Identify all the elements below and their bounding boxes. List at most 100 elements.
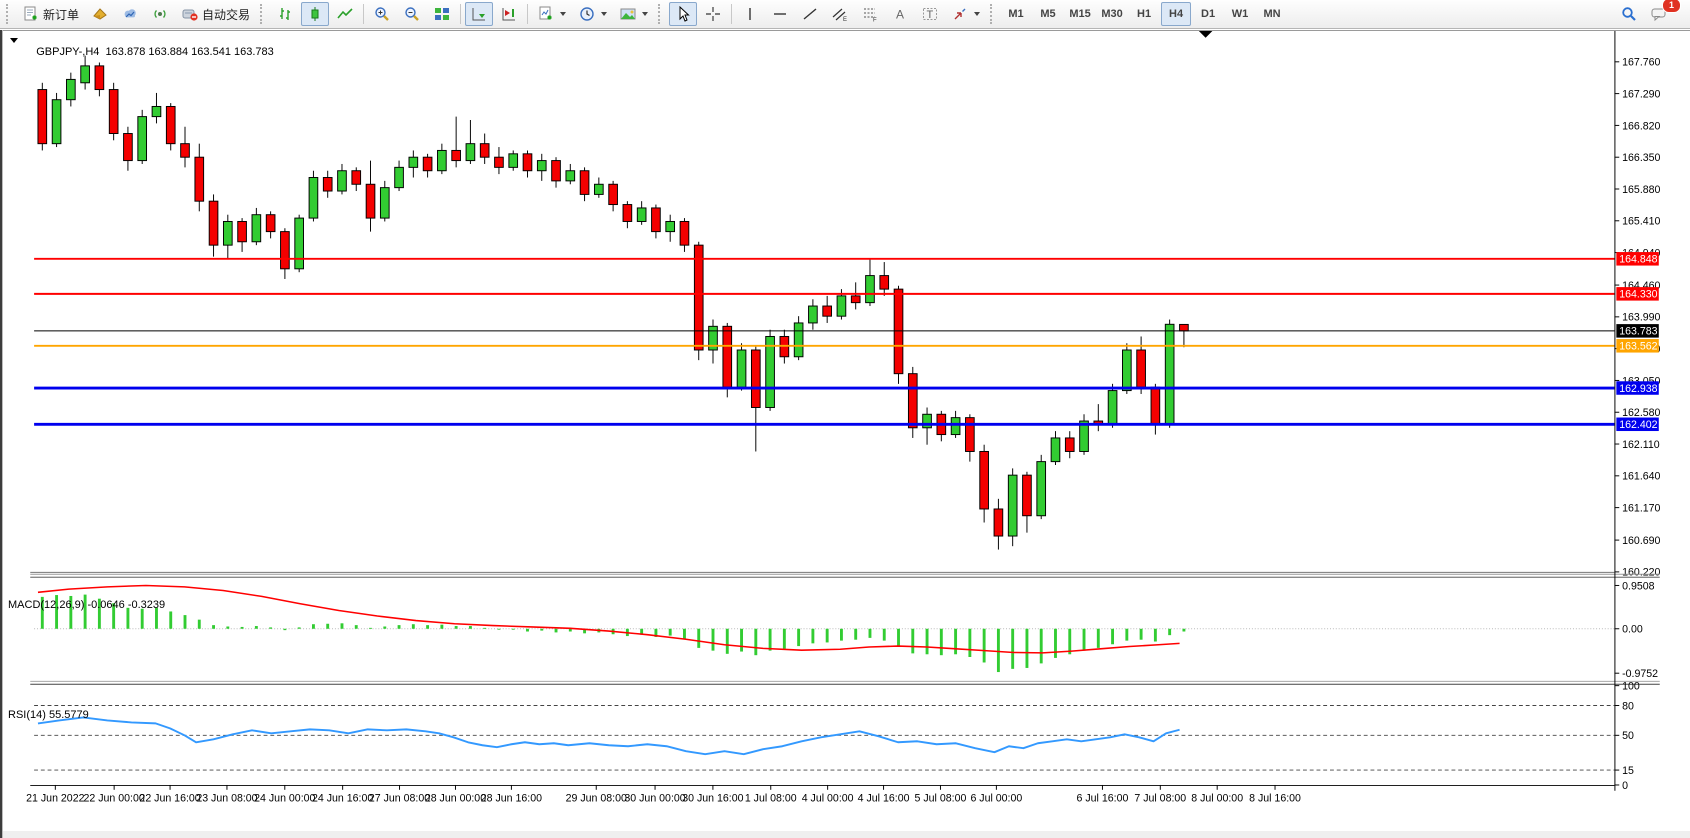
new-chart-button[interactable] <box>532 2 571 26</box>
templates-button[interactable] <box>614 2 653 26</box>
autotrading-label: 自动交易 <box>202 7 251 22</box>
cloud-chart-icon <box>121 5 139 23</box>
svg-text:28 Jun 16:00: 28 Jun 16:00 <box>481 792 542 804</box>
svg-text:166.820: 166.820 <box>1622 120 1660 132</box>
timeframe-button-d1[interactable]: D1 <box>1193 2 1223 26</box>
signals-button[interactable] <box>146 2 174 26</box>
vertical-line-icon <box>741 5 759 23</box>
arrows-dropdown-button[interactable] <box>946 2 985 26</box>
svg-text:4 Jul 16:00: 4 Jul 16:00 <box>858 792 910 804</box>
svg-text:E: E <box>843 17 847 22</box>
svg-text:0.00: 0.00 <box>1622 624 1643 636</box>
toolbar-separator <box>731 4 733 24</box>
svg-text:161.640: 161.640 <box>1622 471 1660 483</box>
toolbar-grip[interactable] <box>658 4 664 24</box>
svg-text:100: 100 <box>1622 681 1640 693</box>
fibonacci-button[interactable]: F <box>856 2 884 26</box>
toolbar-grip[interactable] <box>260 4 266 24</box>
dropdown-caret <box>560 12 567 16</box>
svg-text:161.170: 161.170 <box>1622 502 1660 514</box>
timeframe-button-m1[interactable]: M1 <box>1001 2 1031 26</box>
virtual-hosting-button[interactable] <box>116 2 144 26</box>
svg-text:F: F <box>873 18 877 23</box>
timeframe-button-m5[interactable]: M5 <box>1033 2 1063 26</box>
svg-text:23 Jun 08:00: 23 Jun 08:00 <box>196 792 257 804</box>
crosshair-button[interactable] <box>699 2 727 26</box>
periods-button[interactable] <box>573 2 612 26</box>
svg-text:160.690: 160.690 <box>1622 535 1660 547</box>
channel-icon: E <box>831 5 849 23</box>
new-order-button[interactable]: 新订单 <box>17 2 84 26</box>
line-chart-icon <box>336 5 354 23</box>
chart-shift-button[interactable] <box>495 2 523 26</box>
rsi-indicator-label: RSI(14) 55.5779 <box>8 709 89 721</box>
svg-text:165.880: 165.880 <box>1622 184 1660 196</box>
new-order-label: 新订单 <box>43 7 80 22</box>
notification-badge[interactable]: 1 <box>1662 0 1681 13</box>
svg-text:0: 0 <box>1622 780 1628 792</box>
svg-text:27 Jun 08:00: 27 Jun 08:00 <box>369 792 430 804</box>
svg-text:163.783: 163.783 <box>1619 326 1657 338</box>
svg-text:1 Jul 08:00: 1 Jul 08:00 <box>745 792 797 804</box>
timeframe-button-h1[interactable]: H1 <box>1129 2 1159 26</box>
template-picture-icon <box>619 5 637 23</box>
tile-windows-icon <box>433 5 451 23</box>
svg-text:167.760: 167.760 <box>1622 57 1660 69</box>
text-button[interactable]: A <box>886 2 914 26</box>
candlestick-icon <box>306 5 324 23</box>
main-chart-canvas[interactable]: 167.760 167.290 166.820 166.350 165.880 165.4… <box>0 30 1690 838</box>
svg-text:167.290: 167.290 <box>1622 88 1660 100</box>
svg-text:163.562: 163.562 <box>1619 341 1657 353</box>
svg-text:162.580: 162.580 <box>1622 407 1660 419</box>
tile-windows-button[interactable] <box>428 2 456 26</box>
horizontal-line-button[interactable] <box>766 2 794 26</box>
svg-text:163.990: 163.990 <box>1622 312 1660 324</box>
clock-icon <box>578 5 596 23</box>
metaeditor-button[interactable] <box>86 2 114 26</box>
timeframe-button-m30[interactable]: M30 <box>1097 2 1127 26</box>
new-chart-icon <box>537 5 555 23</box>
svg-text:162.938: 162.938 <box>1619 383 1657 395</box>
svg-text:T: T <box>927 9 934 21</box>
svg-text:30 Jun 00:00: 30 Jun 00:00 <box>624 792 685 804</box>
auto-scroll-button[interactable] <box>465 2 494 26</box>
svg-text:29 Jun 08:00: 29 Jun 08:00 <box>566 792 627 804</box>
equidistant-channel-button[interactable]: E <box>826 2 854 26</box>
line-chart-button[interactable] <box>331 2 359 26</box>
trendline-button[interactable] <box>796 2 824 26</box>
one-click-trading-toggle[interactable] <box>10 38 18 43</box>
zoom-in-button[interactable] <box>368 2 396 26</box>
timeframe-button-w1[interactable]: W1 <box>1225 2 1255 26</box>
cursor-button[interactable] <box>669 2 698 26</box>
chat-button[interactable] <box>1645 2 1673 26</box>
svg-text:15: 15 <box>1622 765 1634 777</box>
svg-text:-0.9752: -0.9752 <box>1622 668 1658 680</box>
toolbar-grip[interactable] <box>6 4 12 24</box>
arrows-icon <box>951 5 969 23</box>
trendline-icon <box>801 5 819 23</box>
timeframe-button-m15[interactable]: M15 <box>1065 2 1095 26</box>
crosshair-icon <box>704 5 722 23</box>
svg-text:165.410: 165.410 <box>1622 216 1660 228</box>
toolbar-grip[interactable] <box>990 4 996 24</box>
timeframe-button-mn[interactable]: MN <box>1257 2 1287 26</box>
search-button[interactable] <box>1615 2 1643 26</box>
gold-wedge-icon <box>91 5 109 23</box>
svg-text:28 Jun 00:00: 28 Jun 00:00 <box>425 792 486 804</box>
signal-broadcast-icon <box>151 5 169 23</box>
svg-text:24 Jun 00:00: 24 Jun 00:00 <box>254 792 315 804</box>
svg-text:8 Jul 00:00: 8 Jul 00:00 <box>1191 792 1243 804</box>
candlestick-chart-button[interactable] <box>301 2 330 26</box>
zoom-out-button[interactable] <box>398 2 426 26</box>
timeframe-button-h4[interactable]: H4 <box>1161 2 1192 26</box>
svg-text:7 Jul 08:00: 7 Jul 08:00 <box>1134 792 1186 804</box>
vertical-line-button[interactable] <box>736 2 764 26</box>
symbol-timeframe-label: GBPJPY-,H4 <box>36 46 100 58</box>
bar-chart-button[interactable] <box>271 2 299 26</box>
autotrading-button[interactable]: 自动交易 <box>176 2 255 26</box>
svg-text:8 Jul 16:00: 8 Jul 16:00 <box>1249 792 1301 804</box>
text-label-button[interactable]: T <box>916 2 944 26</box>
toolbar-separator <box>527 4 529 24</box>
text-label-icon: T <box>921 5 939 23</box>
svg-text:50: 50 <box>1622 730 1634 742</box>
